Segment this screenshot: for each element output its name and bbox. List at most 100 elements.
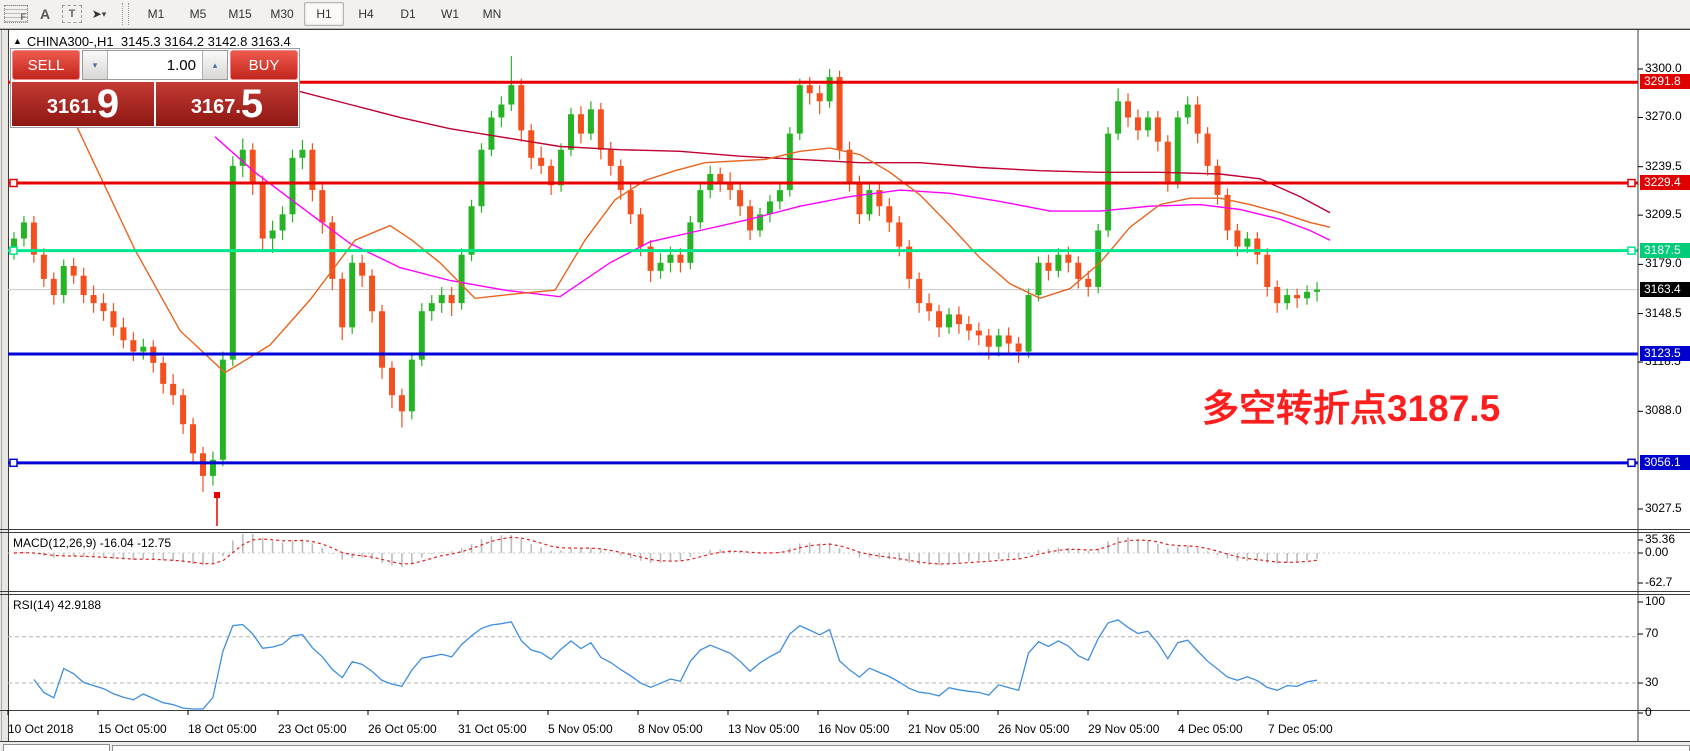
candle-body [657,262,664,271]
price-tick-label: 3270.0 [1645,109,1682,124]
candle-body [478,149,485,207]
macd-tick-label: 0.00 [1645,545,1669,559]
candle-body [667,254,674,263]
timeframe-button-m5[interactable]: M5 [189,7,207,21]
candle-body [1244,238,1251,247]
ma-fast-line [61,94,1331,374]
candle-body [955,314,962,325]
candle-body [1015,343,1022,352]
macd-tick-label: -62.7 [1645,575,1673,589]
candle-body [1184,104,1191,118]
candle-body [995,335,1002,347]
candle-body [926,303,933,312]
candle-body [856,182,863,215]
price-badge-3229.4: 3229.4 [1640,174,1690,190]
candle-body [20,222,27,239]
rsi-tick-label: 70 [1645,626,1659,640]
candle-body [866,190,873,215]
candle-body [936,311,943,328]
candle-body [1095,230,1102,287]
candle-body [1125,101,1132,118]
time-tick-label: 5 Nov 05:00 [548,722,613,736]
pane-border [0,594,1690,595]
timeframe-button-h1[interactable]: H1 [304,2,344,26]
chart-annotation-text: 多空转折点3187.5 [1202,388,1501,429]
pane-border [0,591,1690,592]
terminal-tab[interactable] [3,744,110,751]
candle-body [965,324,972,331]
window-left-border [0,29,9,751]
candle-body [587,109,594,134]
candle-body [120,327,127,341]
candle-body [289,157,296,215]
indicators-grid-icon[interactable]: F [4,5,28,23]
candle-body [1254,238,1261,255]
candle-body [209,459,216,476]
sell-price-main: 3161 [46,96,92,118]
candle-body [766,201,773,215]
timeframe-button-m15[interactable]: M15 [228,7,252,21]
timeframe-button-m1[interactable]: M1 [147,7,165,21]
sell-button[interactable]: SELL [12,50,80,80]
candle-body [269,230,276,239]
volume-decrease-button[interactable]: ▾ [83,51,108,79]
line-anchor-marker[interactable] [9,458,18,468]
candle-body [219,359,226,460]
volume-input[interactable]: 1.00 [108,51,202,79]
one-click-collapse-icon[interactable]: ▲ [13,36,22,46]
price-tick-label: 3148.5 [1645,305,1682,320]
candle-body [975,330,982,336]
line-anchor-marker[interactable] [9,178,18,188]
buy-price-tile[interactable]: 3167. 5 [156,82,298,126]
candle-body [1005,335,1012,344]
candle-body [259,182,266,239]
rsi-label: RSI(14) 42.9188 [13,598,102,612]
pane-border [0,529,1690,530]
candle-body [637,214,644,247]
price-badge-3291.8: 3291.8 [1640,74,1690,90]
candle-body [309,149,316,191]
timeframe-button-mn[interactable]: MN [482,7,502,21]
candle-body [1304,291,1311,299]
candle-body [747,206,754,231]
ma-slow-line [249,84,1331,214]
volume-increase-button[interactable]: ▴ [202,51,227,79]
pane-border [0,29,1690,30]
candle-body [1154,117,1161,142]
timeframe-button-m30[interactable]: M30 [270,7,294,21]
candle-body [428,303,435,312]
pane-border [0,710,1690,711]
candle-body [697,190,704,223]
candle-body [1174,117,1181,183]
text-label-tool-icon[interactable]: T [62,5,82,23]
macd-label: MACD(12,26,9) -16.04 -12.75 [13,536,172,550]
timeframe-button-h4[interactable]: H4 [358,7,374,21]
candle-body [1134,117,1141,131]
chevron-down-icon: ▾ [101,8,107,19]
sell-price-dot: . [91,96,97,118]
line-anchor-marker[interactable] [9,246,18,255]
candle-body [50,278,57,296]
candle-body [448,295,455,304]
line-anchor-marker[interactable] [1627,178,1636,188]
font-tool-icon[interactable]: A [39,6,51,22]
candle-body [1115,101,1122,134]
candle-body [558,149,565,186]
line-anchor-marker[interactable] [1627,458,1636,468]
candle-body [90,295,97,304]
time-tick-label: 18 Oct 05:00 [188,722,257,736]
arrow-objects-icon[interactable]: ➤ ▾ [86,3,112,25]
candle-body [1045,262,1052,271]
price-badge-3187.5: 3187.5 [1640,242,1690,258]
candle-body [568,114,575,150]
candle-body [846,149,853,183]
timeframe-button-d1[interactable]: D1 [400,7,416,21]
sell-price-tile[interactable]: 3161. 9 [12,82,154,126]
timeframe-button-w1[interactable]: W1 [441,7,459,21]
line-anchor-marker[interactable] [1627,246,1636,255]
candle-body [30,222,37,255]
candle-body [796,85,803,134]
timeframe-bar: M1 M5 M15 M30 H1 H4 D1 W1 MN [135,2,513,26]
buy-button[interactable]: BUY [230,50,298,80]
candle-body [388,367,395,396]
